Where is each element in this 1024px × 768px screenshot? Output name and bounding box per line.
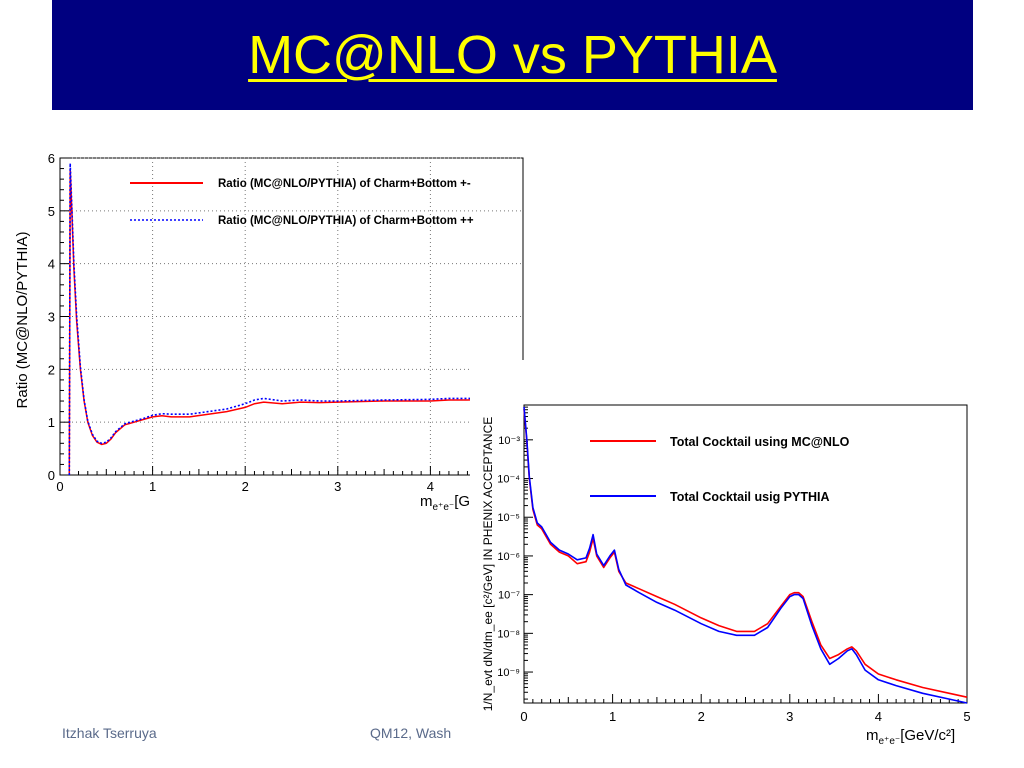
legend-entry-total-cocktail-pythia: Total Cocktail usig PYTHIA [670, 490, 830, 504]
cocktail-x-tick-label: 2 [698, 709, 705, 724]
ratio-series-line-pp [68, 163, 486, 476]
title-band: MC@NLO vs PYTHIA [52, 0, 973, 110]
ratio-y-tick-label: 4 [48, 257, 55, 272]
cocktail-x-tick-label: 3 [786, 709, 793, 724]
legend-entry-total-cocktail-mcnlo: Total Cocktail using MC@NLO [670, 435, 850, 449]
cocktail-x-tick-label: 4 [875, 709, 882, 724]
ratio-plot-y-axis-label: Ratio (MC@NLO/PYTHIA) [14, 232, 31, 409]
ratio-x-tick-label: 3 [334, 479, 341, 494]
ratio-x-tick-label: 0 [56, 479, 63, 494]
cocktail-y-tick-label: 10⁻⁹ [497, 667, 520, 679]
ratio-plot-axes-box [59, 157, 524, 476]
ratio-plot-x-axis-label: me⁺e⁻[G [420, 493, 470, 513]
ratio-plot: 0 1 2 3 4 0 1 2 3 4 5 6 Ratio (MC@NLO/PYTHIA) of Ch… [14, 151, 524, 513]
cocktail-plot: 0 1 2 3 4 5 10⁻⁹ 10⁻⁸ 10⁻⁷ 10⁻⁶ 10⁻⁵ 10⁻⁴ 10⁻³ Total… [470, 360, 980, 760]
ratio-series-line-pm [68, 168, 487, 476]
ratio-x-label-sub: e⁺e⁻ [433, 502, 455, 513]
cocktail-plot-series [523, 406, 968, 704]
cocktail-series-line-pythia [523, 406, 968, 704]
ratio-x-tick-label: 1 [149, 479, 156, 494]
cocktail-y-tick-label: 10⁻⁵ [497, 512, 520, 524]
ratio-plot-frame [59, 157, 524, 476]
footer-conference: QM12, Wash [370, 725, 452, 741]
cocktail-plot-x-axis-label: me⁺e⁻[GeV/c²] [866, 727, 955, 747]
cocktail-x-label-sub: e⁺e⁻ [879, 736, 901, 747]
cocktail-y-tick-label: 10⁻³ [498, 435, 520, 447]
legend-entry-charm-bottom-pp: Ratio (MC@NLO/PYTHIA) of Charm+Bottom ++ [218, 215, 474, 227]
ratio-y-tick-label: 0 [48, 468, 55, 483]
ratio-x-label-rest: [G [454, 493, 470, 510]
footer-author: Itzhak Tserruya [62, 725, 157, 741]
ratio-y-tick-label: 1 [48, 415, 55, 430]
ratio-x-tick-label: 2 [242, 479, 249, 494]
ratio-y-tick-label: 3 [48, 310, 55, 325]
cocktail-plot-y-axis-label: 1/N_evt dN/dm_ee [c²/GeV] IN PHENIX ACCE… [481, 417, 495, 712]
cocktail-plot-background [470, 360, 980, 760]
ratio-x-label-main: m [420, 493, 433, 510]
cocktail-x-label-main: m [866, 727, 879, 744]
cocktail-x-tick-label: 5 [963, 709, 970, 724]
ratio-plot-grid [60, 157, 523, 475]
ratio-plot-legend: Ratio (MC@NLO/PYTHIA) of Charm+Bottom +-… [130, 178, 474, 227]
cocktail-x-label-rest: [GeV/c²] [900, 727, 955, 744]
ratio-y-tick-label: 2 [48, 362, 55, 377]
ratio-x-tick-label: 4 [427, 479, 434, 494]
ratio-y-tick-label: 5 [48, 204, 55, 219]
slide-title: MC@NLO vs PYTHIA [248, 25, 777, 85]
cocktail-y-tick-label: 10⁻⁷ [498, 590, 520, 602]
cocktail-y-tick-label: 10⁻⁴ [497, 474, 520, 486]
legend-entry-charm-bottom-pm: Ratio (MC@NLO/PYTHIA) of Charm+Bottom +- [218, 178, 471, 190]
cocktail-y-tick-label: 10⁻⁶ [497, 551, 520, 563]
cocktail-y-tick-label: 10⁻⁸ [497, 628, 520, 640]
ratio-y-tick-label: 6 [48, 151, 55, 166]
ratio-plot-series [68, 163, 487, 476]
ratio-plot-ticks: 0 1 2 3 4 0 1 2 3 4 5 6 [48, 151, 524, 494]
cocktail-x-tick-label: 0 [520, 709, 527, 724]
cocktail-x-tick-label: 1 [609, 709, 616, 724]
cocktail-series-line-mcnlo [523, 408, 968, 698]
cocktail-plot-legend: Total Cocktail using MC@NLO Total Cockta… [590, 435, 850, 504]
